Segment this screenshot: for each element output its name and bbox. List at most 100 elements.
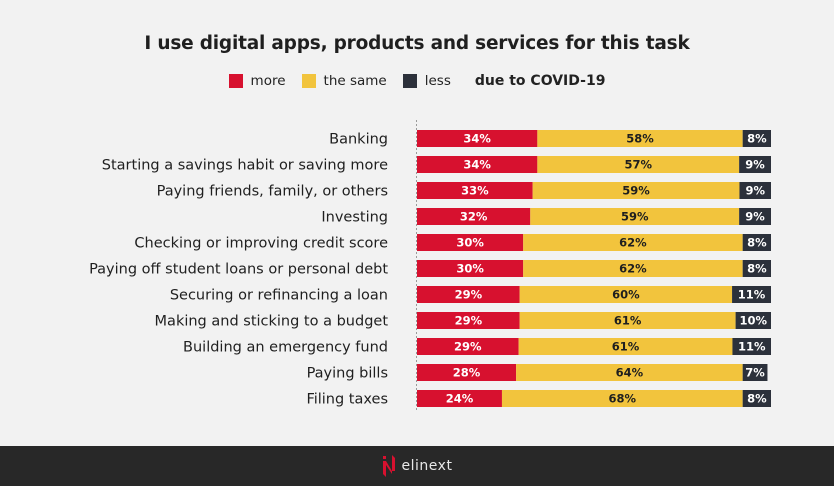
- legend: more the same less due to COVID-19: [0, 73, 834, 89]
- bar-segment-more: [417, 338, 519, 355]
- bar-segment-less: [742, 260, 771, 277]
- legend-label-same: the same: [323, 73, 387, 89]
- bar-row: Banking 34% 58% 8%: [329, 130, 771, 148]
- data-label-same: 59%: [621, 210, 649, 224]
- bar-segment-more: [417, 390, 502, 407]
- data-label-less: 7%: [745, 366, 765, 380]
- bar-segment-less: [732, 338, 771, 355]
- data-label-less: 11%: [738, 340, 766, 354]
- category-label: Paying friends, family, or others: [157, 184, 388, 200]
- data-label-same: 60%: [612, 288, 640, 302]
- data-label-less: 8%: [747, 392, 767, 406]
- legend-label-less: less: [424, 73, 451, 89]
- bar-row: Building an emergency fund 29% 61% 11%: [183, 338, 771, 356]
- data-label-same: 64%: [616, 366, 644, 380]
- data-label-same: 61%: [614, 314, 642, 328]
- brand-logo: elinext: [382, 455, 453, 477]
- bar-segment-less: [742, 364, 768, 381]
- bar-row: Paying friends, family, or others 33% 59% 9…: [157, 182, 771, 200]
- data-label-more: 29%: [455, 288, 483, 302]
- legend-item-more: more: [228, 73, 286, 89]
- data-label-more: 29%: [454, 340, 482, 354]
- bar-segment-same: [530, 208, 740, 225]
- bar-segment-less: [742, 390, 771, 407]
- bar-row: Investing 32% 59% 9%: [321, 208, 771, 226]
- bar-segment-less: [732, 286, 771, 303]
- bar-segment-less: [742, 130, 771, 147]
- legend-suffix: due to COVID-19: [474, 73, 606, 89]
- bar-segment-same: [518, 338, 733, 355]
- bar-segment-more: [417, 182, 533, 199]
- data-label-same: 61%: [612, 340, 640, 354]
- bar-row: Securing or refinancing a loan 29% 60% 11%: [170, 286, 771, 304]
- bar-row: Paying off student loans or personal deb…: [89, 260, 771, 278]
- data-label-less: 9%: [745, 184, 765, 198]
- legend-swatch-less: [402, 74, 417, 88]
- chart-title: I use digital apps, products and service…: [144, 33, 690, 54]
- bar-row: Filing taxes 24% 68% 8%: [306, 390, 771, 408]
- footer: elinext: [0, 446, 834, 486]
- bar-segment-more: [417, 156, 538, 173]
- bar-segment-less: [742, 234, 771, 251]
- bar-segment-less: [739, 208, 771, 225]
- data-label-less: 10%: [740, 314, 768, 328]
- stacked-bar-chart: Banking 34% 58% 8% Starting a savings habit …: [89, 120, 771, 410]
- bar-segment-same: [523, 260, 743, 277]
- bar-segment-same: [537, 156, 740, 173]
- data-label-more: 33%: [461, 184, 489, 198]
- data-label-less: 8%: [747, 262, 767, 276]
- data-label-less: 9%: [745, 210, 765, 224]
- data-label-same: 62%: [619, 236, 647, 250]
- legend-swatch-more: [228, 74, 243, 88]
- category-label: Securing or refinancing a loan: [170, 288, 388, 304]
- data-label-more: 30%: [456, 236, 484, 250]
- elinext-logo-icon: [382, 455, 395, 477]
- data-label-less: 11%: [738, 288, 766, 302]
- bar-segment-more: [417, 260, 524, 277]
- data-label-same: 68%: [609, 392, 637, 406]
- category-label: Paying bills: [307, 366, 388, 382]
- bar-segment-same: [501, 390, 743, 407]
- category-label: Building an emergency fund: [183, 340, 388, 356]
- bar-segment-more: [417, 234, 524, 251]
- category-label: Banking: [329, 132, 388, 148]
- data-label-more: 24%: [446, 392, 474, 406]
- bar-segment-same: [516, 364, 743, 381]
- bar-segment-same: [519, 286, 733, 303]
- data-label-less: 8%: [747, 236, 767, 250]
- data-label-more: 29%: [455, 314, 483, 328]
- brand-name: elinext: [401, 458, 453, 474]
- data-label-more: 34%: [463, 158, 491, 172]
- legend-item-less: less: [402, 73, 451, 89]
- data-label-more: 32%: [460, 210, 488, 224]
- category-label: Investing: [321, 210, 388, 226]
- bar-segment-less: [739, 182, 771, 199]
- bar-row: Checking or improving credit score 30% 62%…: [134, 234, 771, 252]
- legend-item-same: the same: [301, 73, 387, 89]
- category-label: Filing taxes: [306, 392, 388, 408]
- data-label-same: 58%: [626, 132, 654, 146]
- bar-row: Paying bills 28% 64% 7%: [307, 364, 768, 382]
- bar-segment-less: [735, 312, 771, 329]
- category-label: Paying off student loans or personal deb…: [89, 262, 388, 278]
- category-label: Checking or improving credit score: [134, 236, 388, 252]
- bar-segment-more: [417, 208, 531, 225]
- bar-segment-less: [739, 156, 771, 173]
- data-label-more: 34%: [463, 132, 491, 146]
- bar-row: Starting a savings habit or saving more 3…: [102, 156, 771, 174]
- bar-segment-same: [532, 182, 740, 199]
- category-label: Making and sticking to a budget: [155, 314, 389, 330]
- bar-segment-more: [417, 364, 517, 381]
- bar-segment-more: [417, 312, 520, 329]
- bar-segment-same: [537, 130, 743, 147]
- bar-segment-more: [417, 286, 520, 303]
- data-label-same: 57%: [624, 158, 652, 172]
- data-label-more: 30%: [456, 262, 484, 276]
- data-label-less: 8%: [747, 132, 767, 146]
- legend-swatch-same: [301, 74, 316, 88]
- data-label-same: 59%: [622, 184, 650, 198]
- data-label-less: 9%: [745, 158, 765, 172]
- data-label-same: 62%: [619, 262, 647, 276]
- category-label: Starting a savings habit or saving more: [102, 158, 388, 174]
- bar-segment-same: [523, 234, 743, 251]
